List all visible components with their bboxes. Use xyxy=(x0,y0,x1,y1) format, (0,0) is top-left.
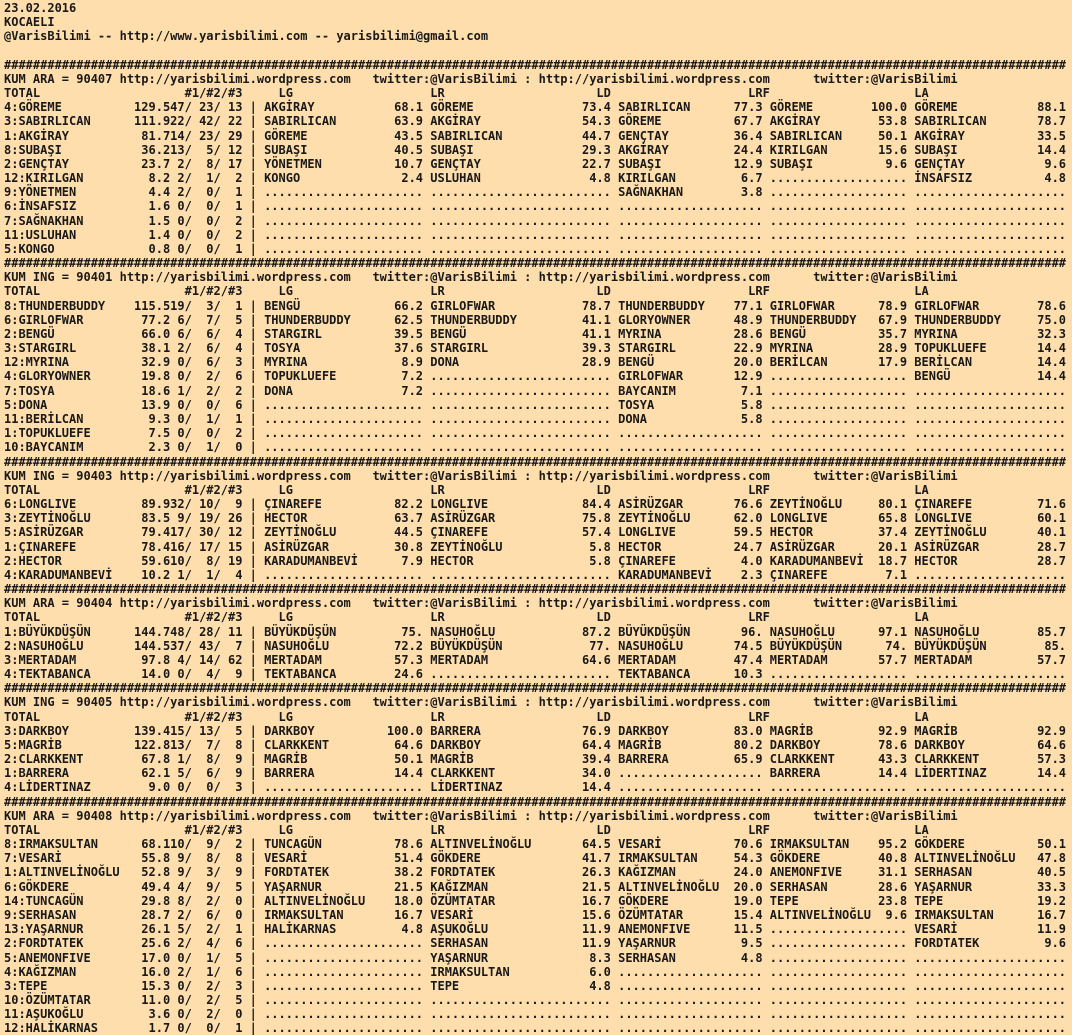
table-row: 4:GÖREME 129.547/ 23/ 13 | AKGİRAY 68.1 … xyxy=(4,100,1067,115)
section-separator: ########################################… xyxy=(4,57,1067,72)
table-row: 10:BAYCANIM 2.3 0/ 1/ 0 | ..............… xyxy=(4,440,1067,455)
table-row: 13:YAŞARNUR 26.1 5/ 2/ 1 | HALİKARNAS 4.… xyxy=(4,922,1067,937)
table-row: 4:KARADUMANBEVİ 10.2 1/ 1/ 4 | .........… xyxy=(4,567,1067,582)
table-row: 12:HALİKARNAS 1.7 0/ 0/ 1 | ............… xyxy=(4,1021,1067,1035)
table-row: 5:MAGRİB 122.813/ 7/ 8 | CLARKKENT 64.6 … xyxy=(4,737,1067,752)
column-header-line: TOTAL #1/#2/#3 LG LR LD LRF LA xyxy=(4,610,1067,625)
section-title: KUM ING = 90405 http://yarisbilimi.wordp… xyxy=(4,695,1067,710)
table-row: 1:TOPUKLUEFE 7.5 0/ 0/ 2 | .............… xyxy=(4,426,1067,441)
section-separator: ########################################… xyxy=(4,256,1067,271)
blank-line xyxy=(0,44,1072,58)
table-row: 3:ZEYTİNOĞLU 83.5 9/ 19/ 26 | HECTOR 63.… xyxy=(4,511,1067,526)
column-header-line: TOTAL #1/#2/#3 LG LR LD LRF LA xyxy=(4,482,1067,497)
section-title: KUM ING = 90403 http://yarisbilimi.wordp… xyxy=(4,468,1067,483)
column-header-line: TOTAL #1/#2/#3 LG LR LD LRF LA xyxy=(4,709,1067,724)
table-row: 10:ÖZÜMTATAR 11.0 0/ 2/ 5 | ............… xyxy=(4,993,1067,1008)
column-header-line: TOTAL #1/#2/#3 LG LR LD LRF LA xyxy=(4,86,1067,101)
section-separator: ########################################… xyxy=(4,454,1067,469)
section-separator: ########################################… xyxy=(4,582,1067,597)
table-row: 11:USLUHAN 1.4 0/ 0/ 2 | ...............… xyxy=(4,227,1067,242)
table-row: 7:SAĞNAKHAN 1.5 0/ 0/ 2 | ..............… xyxy=(4,213,1067,228)
table-row: 5:ASİRÜZGAR 79.417/ 30/ 12 | ZEYTİNOĞLU … xyxy=(4,525,1067,540)
table-row: 1:AKGİRAY 81.714/ 23/ 29 | GÖREME 43.5 S… xyxy=(4,128,1067,143)
table-row: 8:SUBAŞI 36.213/ 5/ 12 | SUBAŞI 40.5 SUB… xyxy=(4,142,1067,157)
table-row: 1:BÜYÜKDÜŞÜN 144.748/ 28/ 11 | BÜYÜKDÜŞÜ… xyxy=(4,624,1067,639)
section-title: KUM ING = 90401 http://yarisbilimi.wordp… xyxy=(4,270,1067,285)
table-row: 1:ÇINAREFE 78.416/ 17/ 15 | ASİRÜZGAR 30… xyxy=(4,539,1067,554)
section-title: KUM ARA = 90408 http://yarisbilimi.wordp… xyxy=(4,808,1067,823)
table-row: 5:ANEMONFIVE 17.0 0/ 1/ 5 | ............… xyxy=(4,950,1067,965)
table-row: 4:KAĞIZMAN 16.0 2/ 1/ 6 | ..............… xyxy=(4,964,1067,979)
table-row: 2:BENGÜ 66.0 6/ 6/ 4 | STARGIRL 39.5 BEN… xyxy=(4,326,1067,341)
table-row: 2:FORDTATEK 25.6 2/ 4/ 6 | .............… xyxy=(4,936,1067,951)
table-row: 9:YÖNETMEN 4.4 2/ 0/ 1 | ...............… xyxy=(4,185,1067,200)
table-row: 1:BARRERA 62.1 5/ 6/ 9 | BARRERA 14.4 CL… xyxy=(4,766,1067,781)
table-row: 3:TEPE 15.3 0/ 2/ 3 | ..................… xyxy=(4,978,1067,993)
table-row: 3:SABIRLICAN 111.922/ 42/ 22 | SABIRLICA… xyxy=(4,114,1067,129)
table-row: 6:GIRLOFWAR 77.2 6/ 7/ 5 | THUNDERBUDDY … xyxy=(4,312,1067,327)
section-title: KUM ARA = 90407 http://yarisbilimi.wordp… xyxy=(4,71,1067,86)
table-row: 8:IRMAKSULTAN 68.110/ 9/ 2 | TUNCAGÜN 78… xyxy=(4,837,1067,852)
table-row: 5:DONA 13.9 0/ 0/ 6 | ..................… xyxy=(4,397,1067,412)
table-row: 12:KIRILGAN 8.2 2/ 1/ 2 | KONGO 2.4 USLU… xyxy=(4,171,1067,186)
table-row: 9:SERHASAN 28.7 2/ 6/ 0 | IRMAKSULTAN 16… xyxy=(4,908,1067,922)
table-row: 14:TUNCAGÜN 29.8 8/ 2/ 0 | ALTINVELİNOĞL… xyxy=(4,893,1067,908)
report-byline: @VarisBilimi -- http://www.yarisbilimi.c… xyxy=(4,29,489,44)
table-row: 2:CLARKKENT 67.8 1/ 8/ 9 | MAGRİB 50.1 M… xyxy=(4,752,1067,767)
section-title: KUM ARA = 90404 http://yarisbilimi.wordp… xyxy=(4,596,1067,611)
report-city: KOCAELI xyxy=(4,15,55,30)
table-row: 3:DARKBOY 139.415/ 13/ 5 | DARKBOY 100.0… xyxy=(4,723,1067,738)
table-row: 4:TEKTABANCA 14.0 0/ 4/ 9 | TEKTABANCA 2… xyxy=(4,667,1067,682)
column-header-line: TOTAL #1/#2/#3 LG LR LD LRF LA xyxy=(4,822,1067,837)
table-row: 6:İNSAFSIZ 1.6 0/ 0/ 1 | ...............… xyxy=(4,199,1067,214)
table-row: 7:VESARİ 55.8 9/ 8/ 8 | VESARİ 51.4 GÖKD… xyxy=(4,851,1067,866)
table-row: 1:ALTINVELİNOĞLU 52.8 9/ 3/ 9 | FORDTATE… xyxy=(4,865,1067,880)
table-row: 2:HECTOR 59.610/ 8/ 19 | KARADUMANBEVİ 7… xyxy=(4,553,1067,568)
section-separator: ########################################… xyxy=(4,681,1067,696)
table-row: 2:NASUHOĞLU 144.537/ 43/ 7 | NASUHOĞLU 7… xyxy=(4,638,1067,653)
table-row: 4:LİDERTINAZ 9.0 0/ 0/ 3 | .............… xyxy=(4,780,1067,795)
table-row: 4:GLORYOWNER 19.8 0/ 2/ 6 | TOPUKLUEFE 7… xyxy=(4,369,1067,384)
column-header-line: TOTAL #1/#2/#3 LG LR LD LRF LA xyxy=(4,284,1067,299)
section-separator: ########################################… xyxy=(4,794,1067,809)
report-date: 23.02.2016 xyxy=(4,1,77,15)
table-row: 11:AŞUKOĞLU 3.6 0/ 2/ 0 | ..............… xyxy=(4,1007,1067,1022)
table-row: 6:GÖKDERE 49.4 4/ 9/ 5 | YAŞARNUR 21.5 K… xyxy=(4,879,1067,894)
table-row: 11:BERİLCAN 9.3 0/ 1/ 1 | ..............… xyxy=(4,411,1067,426)
table-row: 3:MERTADAM 97.8 4/ 14/ 62 | MERTADAM 57.… xyxy=(4,652,1067,667)
table-row: 12:MYRINA 32.9 0/ 6/ 3 | MYRINA 8.9 DONA… xyxy=(4,355,1067,370)
table-row: 8:THUNDERBUDDY 115.519/ 3/ 1 | BENGÜ 66.… xyxy=(4,298,1067,313)
table-row: 7:TOSYA 18.6 1/ 2/ 2 | DONA 7.2 ........… xyxy=(4,383,1067,398)
table-row: 3:STARGIRL 38.1 2/ 6/ 4 | TOSYA 37.6 STA… xyxy=(4,341,1067,356)
table-row: 6:LONGLIVE 89.932/ 10/ 9 | ÇINAREFE 82.2… xyxy=(4,497,1067,512)
table-row: 2:GENÇTAY 23.7 2/ 8/ 17 | YÖNETMEN 10.7 … xyxy=(4,156,1067,171)
table-row: 5:KONGO 0.8 0/ 0/ 1 | ..................… xyxy=(4,241,1067,256)
